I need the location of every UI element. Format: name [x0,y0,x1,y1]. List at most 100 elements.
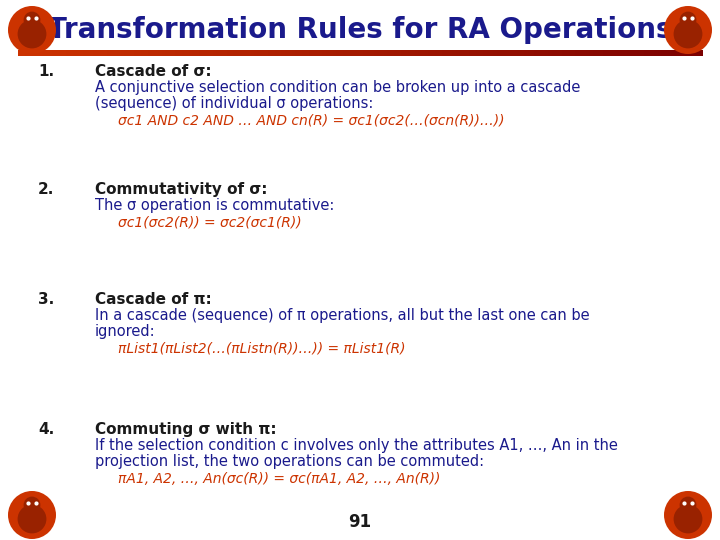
Bar [586,50,590,56]
Bar [657,50,662,56]
Bar [507,50,511,56]
Bar [544,50,549,56]
Bar [86,50,90,56]
Bar [456,50,459,56]
Bar [165,50,169,56]
Bar [96,50,101,56]
Bar [493,50,498,56]
Bar [401,50,405,56]
Bar [685,50,689,56]
Bar [579,50,582,56]
Bar [233,50,238,56]
Bar [459,50,463,56]
Bar [487,50,490,56]
Bar [274,50,279,56]
Text: ignored:: ignored: [95,324,156,339]
Bar [237,50,240,56]
Text: If the selection condition c involves only the attributes A1, …, An in the: If the selection condition c involves on… [95,438,618,453]
Bar [161,50,166,56]
Bar [168,50,172,56]
Text: 91: 91 [348,513,372,531]
Bar [94,50,97,56]
Bar [18,50,22,56]
Text: Commutativity of σ:: Commutativity of σ: [95,182,268,197]
Bar [675,50,678,56]
Bar [206,50,210,56]
Bar [360,50,364,56]
Bar [497,50,500,56]
Bar [528,50,531,56]
Text: projection list, the two operations can be commuted:: projection list, the two operations can … [95,454,484,469]
Bar [83,50,87,56]
Bar [216,50,220,56]
Bar [230,50,234,56]
Bar [261,50,265,56]
Text: 3.: 3. [38,292,54,307]
Bar [665,50,668,56]
Bar [538,50,541,56]
Bar [63,50,66,56]
Circle shape [664,491,712,539]
Bar [541,50,545,56]
Bar [593,50,596,56]
Bar [24,50,29,56]
Bar [288,50,292,56]
Bar [449,50,453,56]
Bar [500,50,504,56]
Bar [681,50,685,56]
Text: 2.: 2. [38,182,55,197]
Bar [477,50,480,56]
Bar [599,50,603,56]
Circle shape [680,11,696,29]
Bar [124,50,128,56]
Bar [312,50,316,56]
Bar [641,50,644,56]
Bar [271,50,275,56]
Bar [616,50,621,56]
Bar [79,50,84,56]
Bar [203,50,207,56]
Bar [613,50,617,56]
Bar [565,50,569,56]
Bar [353,50,357,56]
Bar [610,50,613,56]
Circle shape [8,491,56,539]
Bar [432,50,436,56]
Bar [698,50,703,56]
Bar [107,50,111,56]
Bar [90,50,94,56]
Bar [176,50,179,56]
Circle shape [24,11,40,29]
Bar [323,50,326,56]
Bar [596,50,600,56]
Bar [104,50,107,56]
Bar [589,50,593,56]
Bar [442,50,446,56]
Bar [309,50,312,56]
Bar [223,50,227,56]
Bar [179,50,183,56]
Bar [145,50,148,56]
Text: σc1 AND c2 AND … AND cn(R) = σc1(σc2(…(σcn(R))…)): σc1 AND c2 AND … AND cn(R) = σc1(σc2(…(σ… [118,114,505,128]
Bar [127,50,131,56]
Bar [210,50,213,56]
Bar [696,50,699,56]
Bar [134,50,138,56]
Bar [671,50,675,56]
Bar [243,50,248,56]
Bar [405,50,408,56]
Bar [562,50,566,56]
Bar [572,50,576,56]
Bar [49,50,53,56]
Bar [654,50,658,56]
Bar [428,50,432,56]
Bar [552,50,555,56]
Bar [626,50,631,56]
Circle shape [8,6,56,54]
Circle shape [674,19,703,49]
Bar [504,50,508,56]
Bar [395,50,398,56]
Bar [302,50,306,56]
Bar [661,50,665,56]
Bar [462,50,467,56]
